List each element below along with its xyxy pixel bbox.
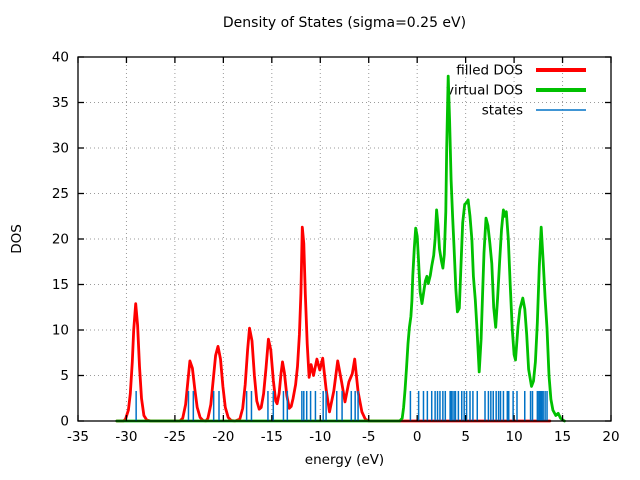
grid-lines xyxy=(77,56,612,422)
x-tick-label: -20 xyxy=(212,429,234,445)
tick-marks xyxy=(77,56,612,422)
states-impulses xyxy=(135,390,548,421)
virtual-dos-curve xyxy=(115,74,566,423)
y-tick-label: 30 xyxy=(52,141,69,157)
legend-label: filled DOS xyxy=(456,63,523,79)
y-tick-label: 10 xyxy=(52,323,69,339)
y-tick-label: 20 xyxy=(52,232,69,248)
x-tick-label: 0 xyxy=(413,429,422,445)
filled-dos-curve xyxy=(115,225,552,423)
x-tick-label: -25 xyxy=(164,429,186,445)
y-tick-label: 25 xyxy=(52,186,69,202)
x-tick-label: -35 xyxy=(67,429,89,445)
tick-labels: -35 -30 -25 -20 -15 -10 -5 0 5 10 15 20 0 5 10 15 20 25 30… xyxy=(52,50,620,446)
y-tick-label: 5 xyxy=(60,368,69,384)
y-tick-label: 40 xyxy=(52,50,69,66)
x-tick-label: 10 xyxy=(505,429,522,445)
legend-label: states xyxy=(482,103,523,119)
x-tick-label: 5 xyxy=(461,429,470,445)
x-tick-label: -5 xyxy=(362,429,375,445)
plot-border xyxy=(77,56,612,422)
x-tick-label: 15 xyxy=(554,429,571,445)
x-tick-label: -10 xyxy=(309,429,331,445)
y-tick-label: 15 xyxy=(52,277,69,293)
y-tick-label: 0 xyxy=(60,414,69,430)
chart-title: Density of States (sigma=0.25 eV) xyxy=(222,15,467,31)
x-tick-label: -30 xyxy=(115,429,137,445)
x-tick-label: -15 xyxy=(261,429,283,445)
x-axis-label: energy (eV) xyxy=(304,452,385,468)
legend-label: virtual DOS xyxy=(446,83,523,99)
legend: filled DOS virtual DOS states xyxy=(446,63,586,119)
x-tick-label: 20 xyxy=(602,429,619,445)
y-tick-label: 35 xyxy=(52,95,69,111)
